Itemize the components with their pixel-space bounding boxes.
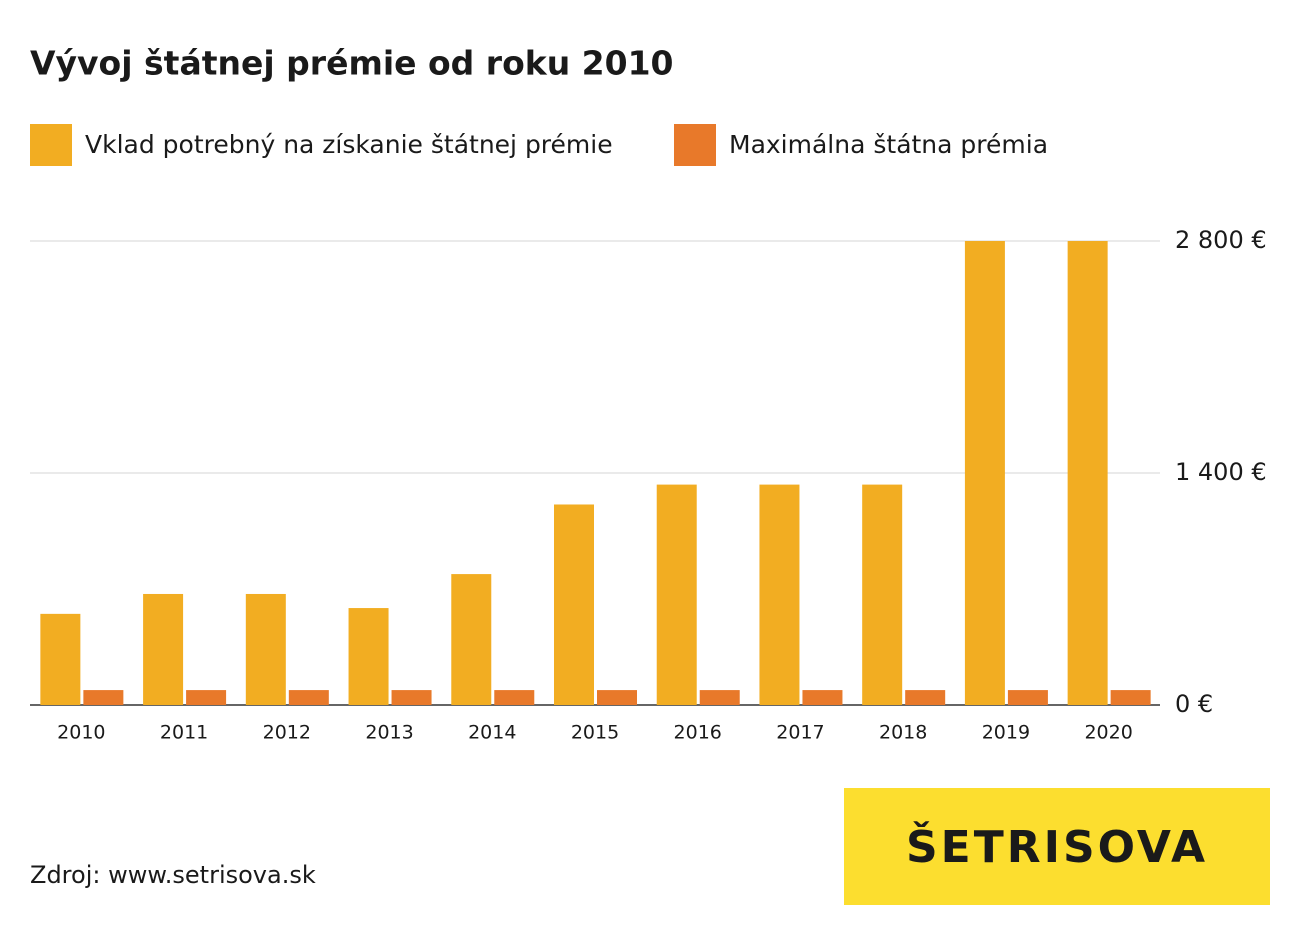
x-tick-label: 2020 [1084,722,1132,744]
bar [451,574,492,705]
x-tick-label: 2014 [468,722,516,744]
bar [494,690,535,705]
x-tick-label: 2016 [674,722,722,744]
bar [554,504,594,705]
bar [759,484,800,705]
legend-swatch [674,124,716,166]
x-tick-label: 2013 [365,722,413,744]
x-tick-label: 2012 [263,722,311,744]
legend-swatch [30,124,72,166]
legend-label: Maximálna štátna prémia [729,130,1048,159]
bar [1110,690,1151,705]
logo: ŠETRISOVA [906,820,1208,873]
bar [597,690,637,705]
bar [1007,690,1048,705]
bar [905,690,946,705]
x-tick-label: 2017 [776,722,824,744]
bar [40,613,81,705]
bar [391,690,432,705]
bar [245,593,286,705]
bar [699,690,740,705]
y-tick-label: 0 € [1175,690,1213,718]
x-tick-label: 2018 [879,722,927,744]
x-tick-label: 2019 [982,722,1030,744]
bar [143,593,184,705]
bar [656,484,697,705]
x-tick-label: 2015 [571,722,619,744]
y-tick-label: 2 800 € [1175,226,1267,254]
bar [862,484,903,705]
bar [348,608,389,705]
bar [83,690,124,705]
x-tick-label: 2011 [160,722,208,744]
bar [802,690,843,705]
legend-label: Vklad potrebný na získanie štátnej prémi… [85,130,613,159]
source: Zdroj: www.setrisova.sk [30,861,316,889]
logo-box [844,788,1270,905]
chart-title: Vývoj štátnej prémie od roku 2010 [30,44,674,83]
bar [1067,241,1108,705]
bar [186,690,227,705]
x-tick-label: 2010 [57,722,105,744]
bar [288,690,329,705]
bar [964,241,1005,705]
y-tick-label: 1 400 € [1175,458,1267,486]
